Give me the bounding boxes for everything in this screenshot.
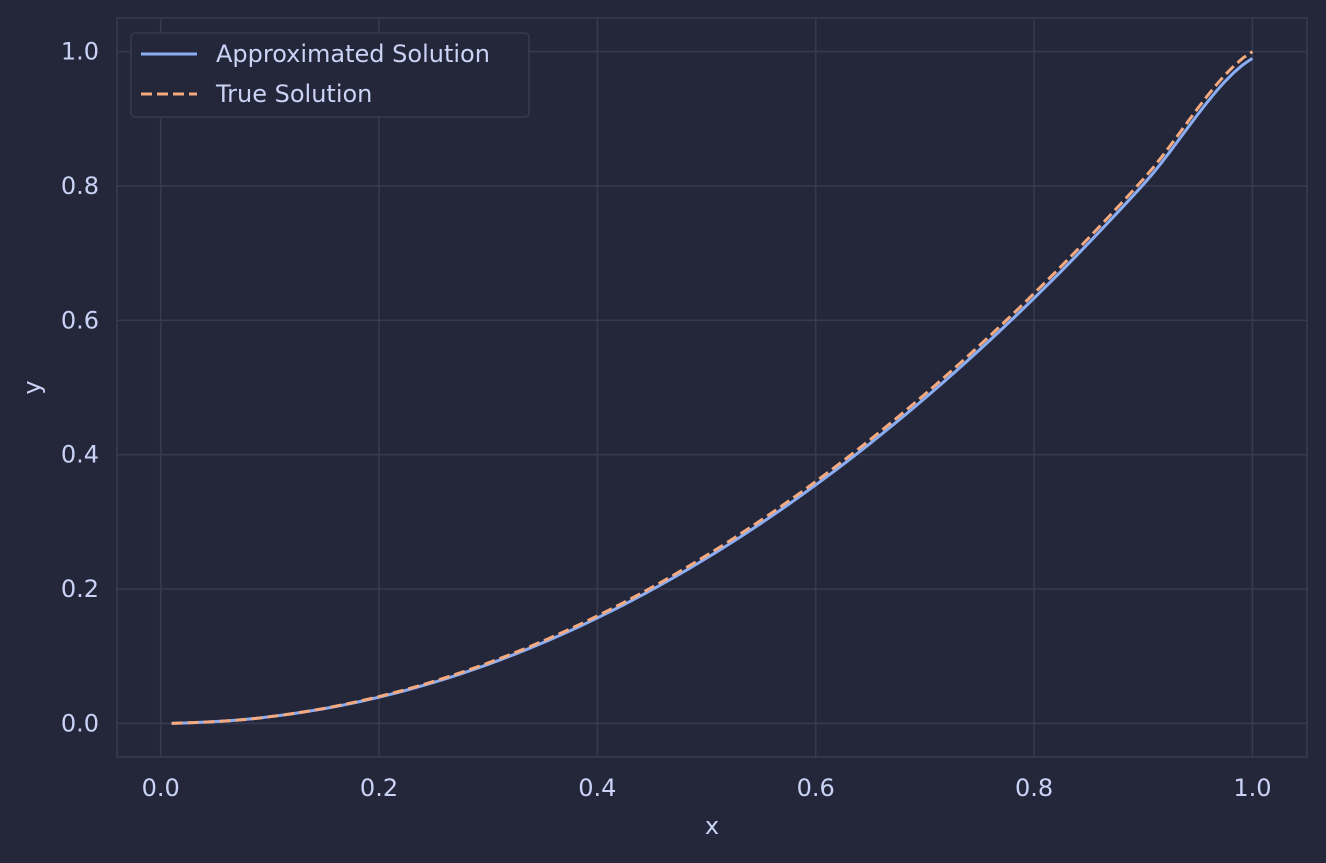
x-tick-label: 0.2 [360,774,398,802]
series-lines [171,50,1254,725]
x-tick-label: 0.0 [142,774,180,802]
tick-labels: 0.0 0.2 0.4 0.6 0.8 1.0 0.0 0.2 0.4 0.6 0.8 1.0 [61,38,1272,802]
y-axis-title: y [18,380,46,394]
legend: Approximated Solution True Solution [130,32,530,118]
series-line-approximated-solution [171,57,1254,725]
x-tick-label: 1.0 [1233,774,1271,802]
y-tick-label: 0.4 [61,441,99,469]
y-tick-label: 0.6 [61,306,99,334]
legend-label-approximated-solution: Approximated Solution [216,40,490,68]
series-line-true-solution [171,50,1254,725]
legend-box [130,32,530,118]
legend-label-true-solution: True Solution [215,80,372,108]
x-tick-label: 0.6 [797,774,835,802]
x-tick-label: 0.8 [1015,774,1053,802]
y-tick-label: 0.0 [61,709,99,737]
plot-area-frame [116,17,1308,758]
x-tick-label: 0.4 [578,774,616,802]
x-axis-title: x [705,812,719,840]
y-tick-label: 0.2 [61,575,99,603]
y-tick-label: 1.0 [61,38,99,66]
y-tick-label: 0.8 [61,172,99,200]
